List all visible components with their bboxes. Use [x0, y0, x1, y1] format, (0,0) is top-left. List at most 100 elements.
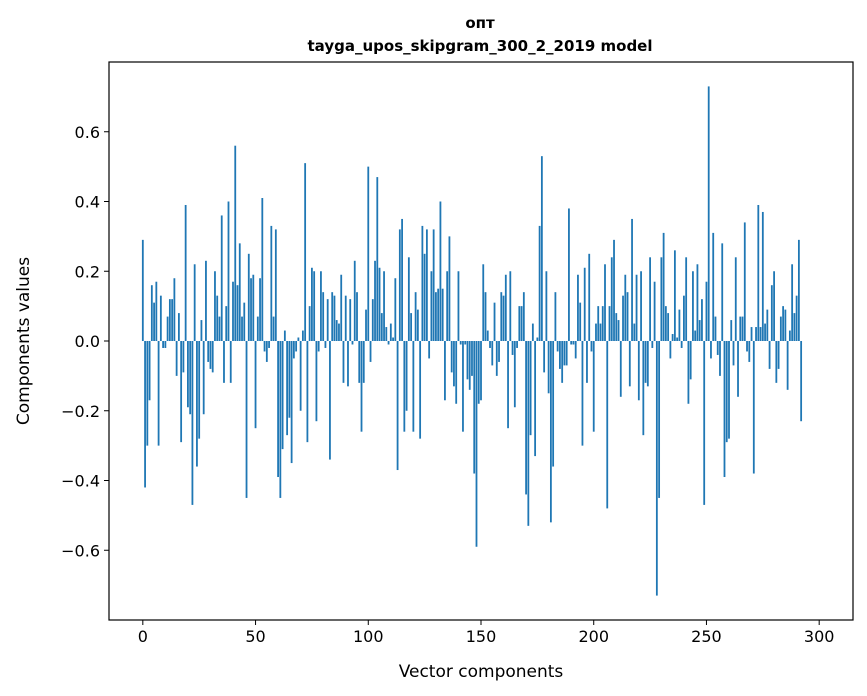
bar-114 [398, 229, 401, 341]
bar-20 [187, 341, 189, 408]
bar-30 [209, 341, 212, 369]
bar-292 [800, 341, 803, 422]
bar-18 [182, 341, 185, 373]
bar-112 [394, 278, 397, 341]
bar-76 [313, 271, 316, 341]
bar-204 [601, 306, 604, 342]
bar-169 [522, 292, 525, 341]
bar-97 [360, 341, 363, 432]
bar-66 [290, 341, 293, 464]
bar-131 [437, 288, 440, 341]
bar-275 [761, 211, 764, 341]
bar-286 [786, 341, 789, 390]
bar-70 [299, 341, 302, 411]
bar-121 [414, 292, 417, 341]
bar-63 [283, 330, 286, 341]
bar-207 [608, 306, 611, 342]
bar-289 [793, 313, 796, 341]
bar-285 [784, 309, 787, 341]
bar-83 [329, 341, 331, 460]
bar-172 [529, 341, 532, 436]
bar-223 [644, 341, 647, 383]
bar-193 [577, 274, 579, 341]
bar-262 [732, 341, 735, 366]
y-tick-label-4: 0.2 [75, 262, 100, 281]
bar-17 [180, 341, 183, 443]
bar-52 [259, 278, 261, 341]
bar-103 [374, 260, 376, 341]
bar-146 [471, 341, 473, 376]
bar-28 [205, 260, 207, 341]
bar-192 [574, 341, 577, 359]
bar-157 [495, 341, 498, 376]
bar-252 [710, 341, 712, 359]
bar-98 [362, 341, 365, 383]
bar-284 [782, 306, 785, 342]
bar-128 [430, 271, 433, 341]
bar-0 [141, 239, 144, 341]
bar-239 [680, 341, 683, 348]
bar-106 [380, 313, 383, 341]
bar-127 [428, 341, 431, 359]
bar-166 [516, 341, 518, 348]
bar-177 [540, 156, 543, 341]
bar-259 [725, 341, 728, 443]
bar-107 [383, 271, 385, 341]
bar-208 [610, 257, 613, 341]
x-axis-label: Vector components [399, 662, 564, 682]
bar-215 [626, 292, 629, 341]
x-tick-label-50: 50 [245, 627, 265, 646]
bar-29 [207, 341, 210, 362]
bars-group [141, 86, 803, 596]
bar-148 [475, 341, 478, 547]
bar-31 [211, 341, 214, 373]
bar-49 [252, 274, 255, 341]
bar-110 [389, 323, 392, 341]
bar-130 [435, 292, 437, 341]
bar-287 [788, 330, 791, 341]
bar-232 [664, 306, 667, 342]
bar-35 [220, 215, 223, 341]
bar-11 [166, 316, 169, 341]
bar-156 [493, 302, 496, 341]
bar-105 [378, 267, 381, 341]
bar-153 [486, 330, 489, 341]
bar-137 [450, 341, 453, 373]
bar-171 [527, 341, 530, 526]
bar-36 [223, 341, 225, 383]
bar-288 [791, 264, 794, 341]
bar-165 [513, 341, 516, 408]
bar-96 [358, 341, 361, 383]
bar-205 [604, 264, 606, 341]
bar-59 [274, 229, 277, 341]
bar-194 [579, 302, 582, 341]
bar-151 [482, 264, 485, 341]
bar-19 [184, 204, 187, 341]
bar-216 [628, 341, 631, 387]
bar-95 [356, 292, 358, 341]
bar-201 [595, 323, 597, 341]
bar-99 [365, 309, 367, 341]
bar-226 [651, 341, 654, 348]
bar-160 [502, 295, 505, 341]
y-tick-label-3: 0.0 [75, 332, 100, 351]
bar-267 [743, 222, 746, 341]
bar-22 [191, 341, 194, 505]
bar-163 [509, 271, 512, 341]
bar-236 [673, 250, 676, 341]
bar-94 [353, 260, 356, 341]
bar-278 [768, 341, 771, 369]
bar-249 [703, 341, 706, 505]
bar-144 [466, 341, 469, 380]
x-tick-label-300: 300 [804, 627, 835, 646]
bar-90 [344, 295, 347, 341]
bar-93 [351, 341, 354, 345]
bar-75 [311, 267, 313, 341]
bar-235 [671, 334, 674, 341]
bar-139 [455, 341, 458, 404]
bar-182 [552, 341, 555, 467]
y-tick-label-6: 0.6 [75, 123, 100, 142]
bar-227 [653, 281, 656, 341]
bar-9 [162, 341, 165, 348]
bar-173 [531, 323, 534, 341]
